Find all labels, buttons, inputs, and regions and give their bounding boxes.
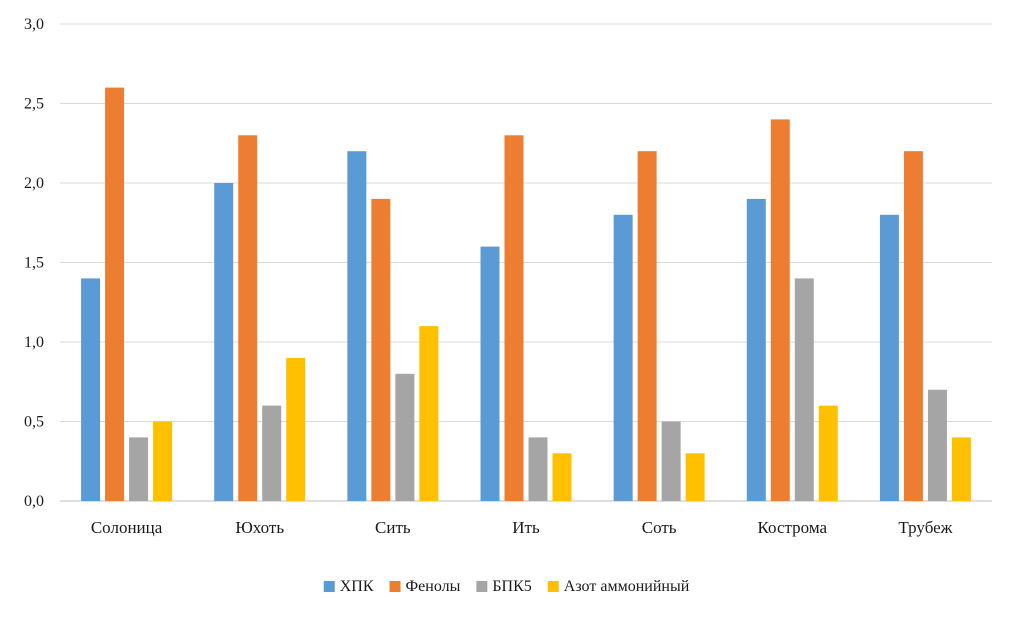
category-label: Сить xyxy=(375,518,411,537)
y-tick-label: 2,0 xyxy=(24,175,44,192)
bar xyxy=(238,135,258,502)
bar xyxy=(105,87,125,501)
bar xyxy=(528,437,548,501)
bar xyxy=(794,278,814,501)
y-axis-ticks: 0,0 0,5 1,0 1,5 2,0 2,5 3,0 xyxy=(24,16,44,510)
category-label: Кострома xyxy=(758,518,828,537)
legend-label: БПК5 xyxy=(492,578,531,595)
bar xyxy=(637,151,657,501)
y-tick-label: 1,0 xyxy=(24,334,44,351)
bar xyxy=(395,373,415,501)
bar xyxy=(347,151,367,501)
legend-swatch xyxy=(476,581,488,592)
legend-swatch xyxy=(323,581,335,592)
grid-layer xyxy=(60,23,992,502)
y-tick-label: 2,5 xyxy=(24,96,44,113)
bar xyxy=(951,437,971,501)
bar xyxy=(927,389,947,501)
bar xyxy=(903,151,923,501)
bar xyxy=(81,278,101,501)
category-label: Ить xyxy=(512,518,540,537)
y-tick-label: 0,0 xyxy=(24,493,44,510)
bar xyxy=(552,453,572,501)
legend-item: ХПК xyxy=(323,578,374,595)
legend-swatch xyxy=(547,581,559,592)
bar xyxy=(746,198,766,501)
bar xyxy=(286,357,306,501)
x-axis-ticks: Солоница Юхоть Сить Ить Соть Кострома Трубеж xyxy=(91,518,953,537)
category-label: Соть xyxy=(642,518,677,537)
legend-swatch xyxy=(389,581,401,592)
category-label: Юхоть xyxy=(235,518,284,537)
y-tick-label: 0,5 xyxy=(24,414,44,431)
category-label: Солоница xyxy=(91,518,163,537)
bar xyxy=(371,198,391,501)
bars-layer xyxy=(81,87,971,502)
bar xyxy=(818,405,838,501)
bar xyxy=(879,214,899,502)
legend-label: ХПК xyxy=(340,578,374,595)
legend-label: Азот аммонийный xyxy=(564,578,690,595)
bar xyxy=(504,135,524,502)
bar xyxy=(153,421,173,501)
legend-item: Фенолы xyxy=(389,578,461,595)
bar xyxy=(129,437,149,501)
legend-label: Фенолы xyxy=(406,578,461,595)
bar xyxy=(661,421,681,501)
category-label: Трубеж xyxy=(898,518,952,537)
legend: ХПК Фенолы БПК5 Азот аммонийный xyxy=(323,578,690,595)
bar xyxy=(262,405,282,501)
bar xyxy=(480,246,500,501)
bar xyxy=(770,119,790,502)
bar xyxy=(613,214,633,502)
bar xyxy=(685,453,705,501)
bar xyxy=(214,183,234,501)
legend-item: Азот аммонийный xyxy=(547,578,690,595)
bar xyxy=(419,326,439,501)
y-tick-label: 1,5 xyxy=(24,255,44,272)
legend-item: БПК5 xyxy=(476,578,532,595)
y-tick-label: 3,0 xyxy=(24,16,44,33)
